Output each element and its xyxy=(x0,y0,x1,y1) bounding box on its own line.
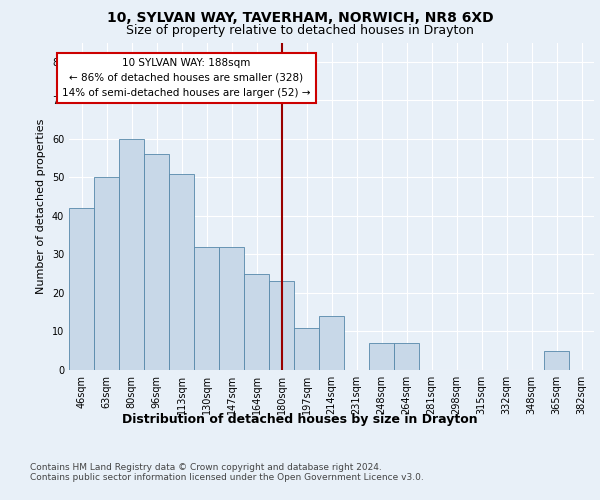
Text: Contains HM Land Registry data © Crown copyright and database right 2024.
Contai: Contains HM Land Registry data © Crown c… xyxy=(30,462,424,482)
Bar xyxy=(144,154,169,370)
Bar xyxy=(194,246,219,370)
Bar xyxy=(219,246,244,370)
Bar xyxy=(94,178,119,370)
Text: 10 SYLVAN WAY: 188sqm
← 86% of detached houses are smaller (328)
14% of semi-det: 10 SYLVAN WAY: 188sqm ← 86% of detached … xyxy=(62,58,311,98)
Bar xyxy=(294,328,319,370)
Y-axis label: Number of detached properties: Number of detached properties xyxy=(36,118,46,294)
Bar xyxy=(169,174,194,370)
Bar xyxy=(369,343,394,370)
Bar xyxy=(69,208,94,370)
Bar xyxy=(119,139,144,370)
Bar xyxy=(244,274,269,370)
Text: Size of property relative to detached houses in Drayton: Size of property relative to detached ho… xyxy=(126,24,474,37)
Text: 10, SYLVAN WAY, TAVERHAM, NORWICH, NR8 6XD: 10, SYLVAN WAY, TAVERHAM, NORWICH, NR8 6… xyxy=(107,11,493,25)
Bar xyxy=(269,282,294,370)
Bar xyxy=(319,316,344,370)
Bar xyxy=(394,343,419,370)
Text: Distribution of detached houses by size in Drayton: Distribution of detached houses by size … xyxy=(122,412,478,426)
Bar xyxy=(544,350,569,370)
